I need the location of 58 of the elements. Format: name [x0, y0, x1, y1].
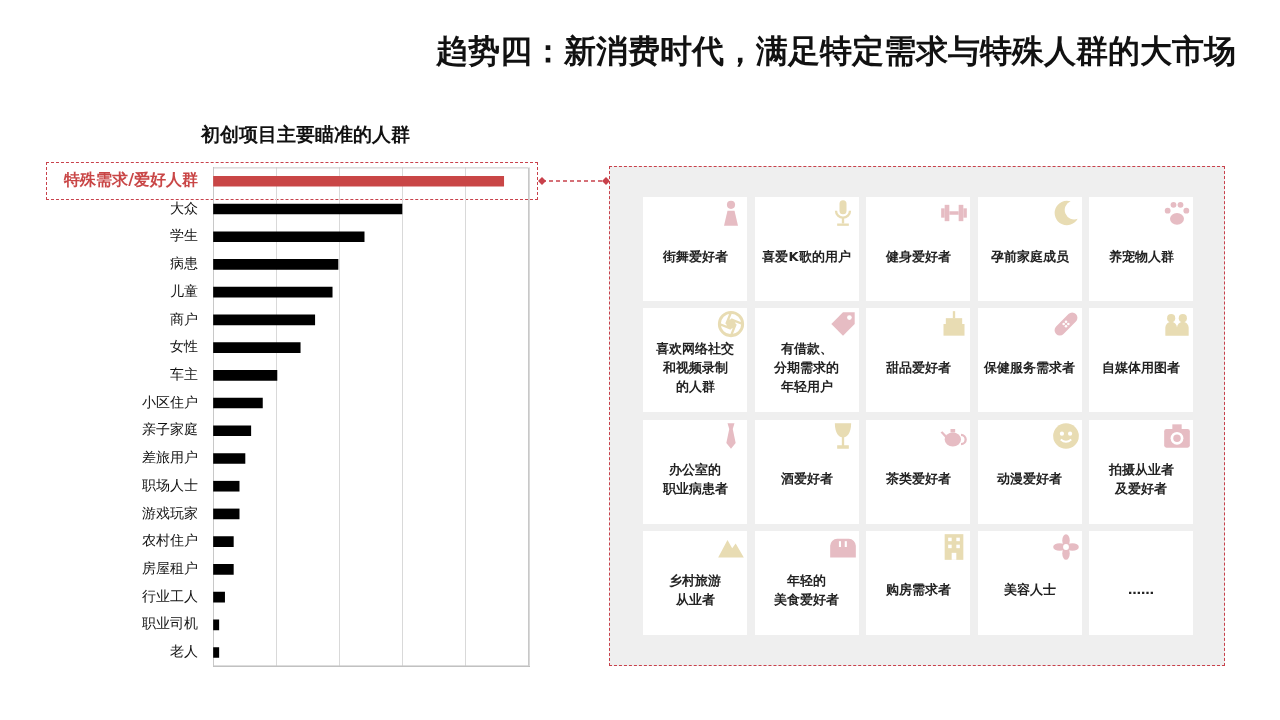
bar: [213, 480, 240, 492]
bar: [213, 259, 339, 270]
card: 办公室的职业病患者: [643, 419, 747, 524]
y-tick-label: 大众: [170, 199, 198, 216]
card: 动漫爱好者: [977, 419, 1082, 524]
y-tick-label: 商户: [170, 310, 198, 327]
card: 孕前家庭成员: [977, 197, 1082, 301]
bar: [213, 591, 225, 603]
card: 乡村旅游从业者: [643, 530, 747, 635]
bar: [213, 175, 505, 187]
bar: [213, 314, 316, 326]
y-tick-label: 特殊需求/爱好人群: [63, 170, 198, 190]
y-tick-label: 游戏玩家: [142, 504, 198, 521]
card: 保健服务需求者: [977, 308, 1082, 413]
bar: [213, 231, 365, 243]
y-tick-label: 亲子家庭: [142, 421, 198, 438]
card: 有借款、分期需求的年轻用户: [754, 308, 859, 413]
card: 美容人士: [977, 530, 1082, 635]
bar: [213, 647, 220, 658]
card: 年轻的美食爱好者: [754, 530, 859, 635]
card: 喜欢网络社交和视频录制的人群: [643, 308, 747, 413]
y-tick-label: 病患: [170, 255, 198, 272]
y-tick-label: 女性: [170, 338, 198, 355]
card: 拍摄从业者及爱好者: [1089, 419, 1193, 524]
bar: [213, 369, 278, 381]
bar: [213, 342, 301, 353]
bar: [213, 536, 234, 547]
bar: [213, 286, 333, 298]
card: 茶类爱好者: [866, 419, 970, 524]
bar: [213, 619, 220, 631]
chart-subtitle: 初创项目主要瞄准的人群: [200, 122, 410, 147]
card: 街舞爱好者: [643, 197, 747, 301]
y-tick-label: 儿童: [170, 282, 198, 299]
y-tick-label: 小区住户: [142, 393, 198, 410]
bar: [213, 203, 403, 215]
bar: [213, 508, 240, 520]
y-tick-label: 职场人士: [142, 476, 198, 493]
bar: [213, 453, 246, 464]
card: 养宠物人群: [1089, 197, 1193, 301]
card: ……: [1089, 530, 1193, 635]
y-tick-label: 差旅用户: [142, 449, 198, 466]
text: 趋势四：新消费时代，满足特定需求与特殊人群的大市场: [436, 31, 1236, 72]
bar: [213, 397, 263, 409]
card: 酒爱好者: [754, 419, 859, 524]
y-tick-label: 农村住户: [142, 532, 198, 549]
y-tick-label: 老人: [170, 643, 198, 660]
bar: [213, 564, 234, 575]
y-tick-label: 房屋租户: [142, 560, 198, 577]
card: 自媒体用图者: [1089, 308, 1193, 413]
card: 喜爱K歌的用户: [754, 197, 859, 301]
y-tick-label: 车主: [170, 365, 198, 382]
y-tick-label: 学生: [170, 227, 198, 244]
card: 甜品爱好者: [866, 308, 970, 413]
y-tick-label: 行业工人: [142, 587, 198, 604]
card: 购房需求者: [866, 530, 970, 635]
card: 健身爱好者: [866, 197, 970, 301]
bar: [213, 425, 252, 437]
y-tick-label: 职业司机: [142, 615, 198, 632]
